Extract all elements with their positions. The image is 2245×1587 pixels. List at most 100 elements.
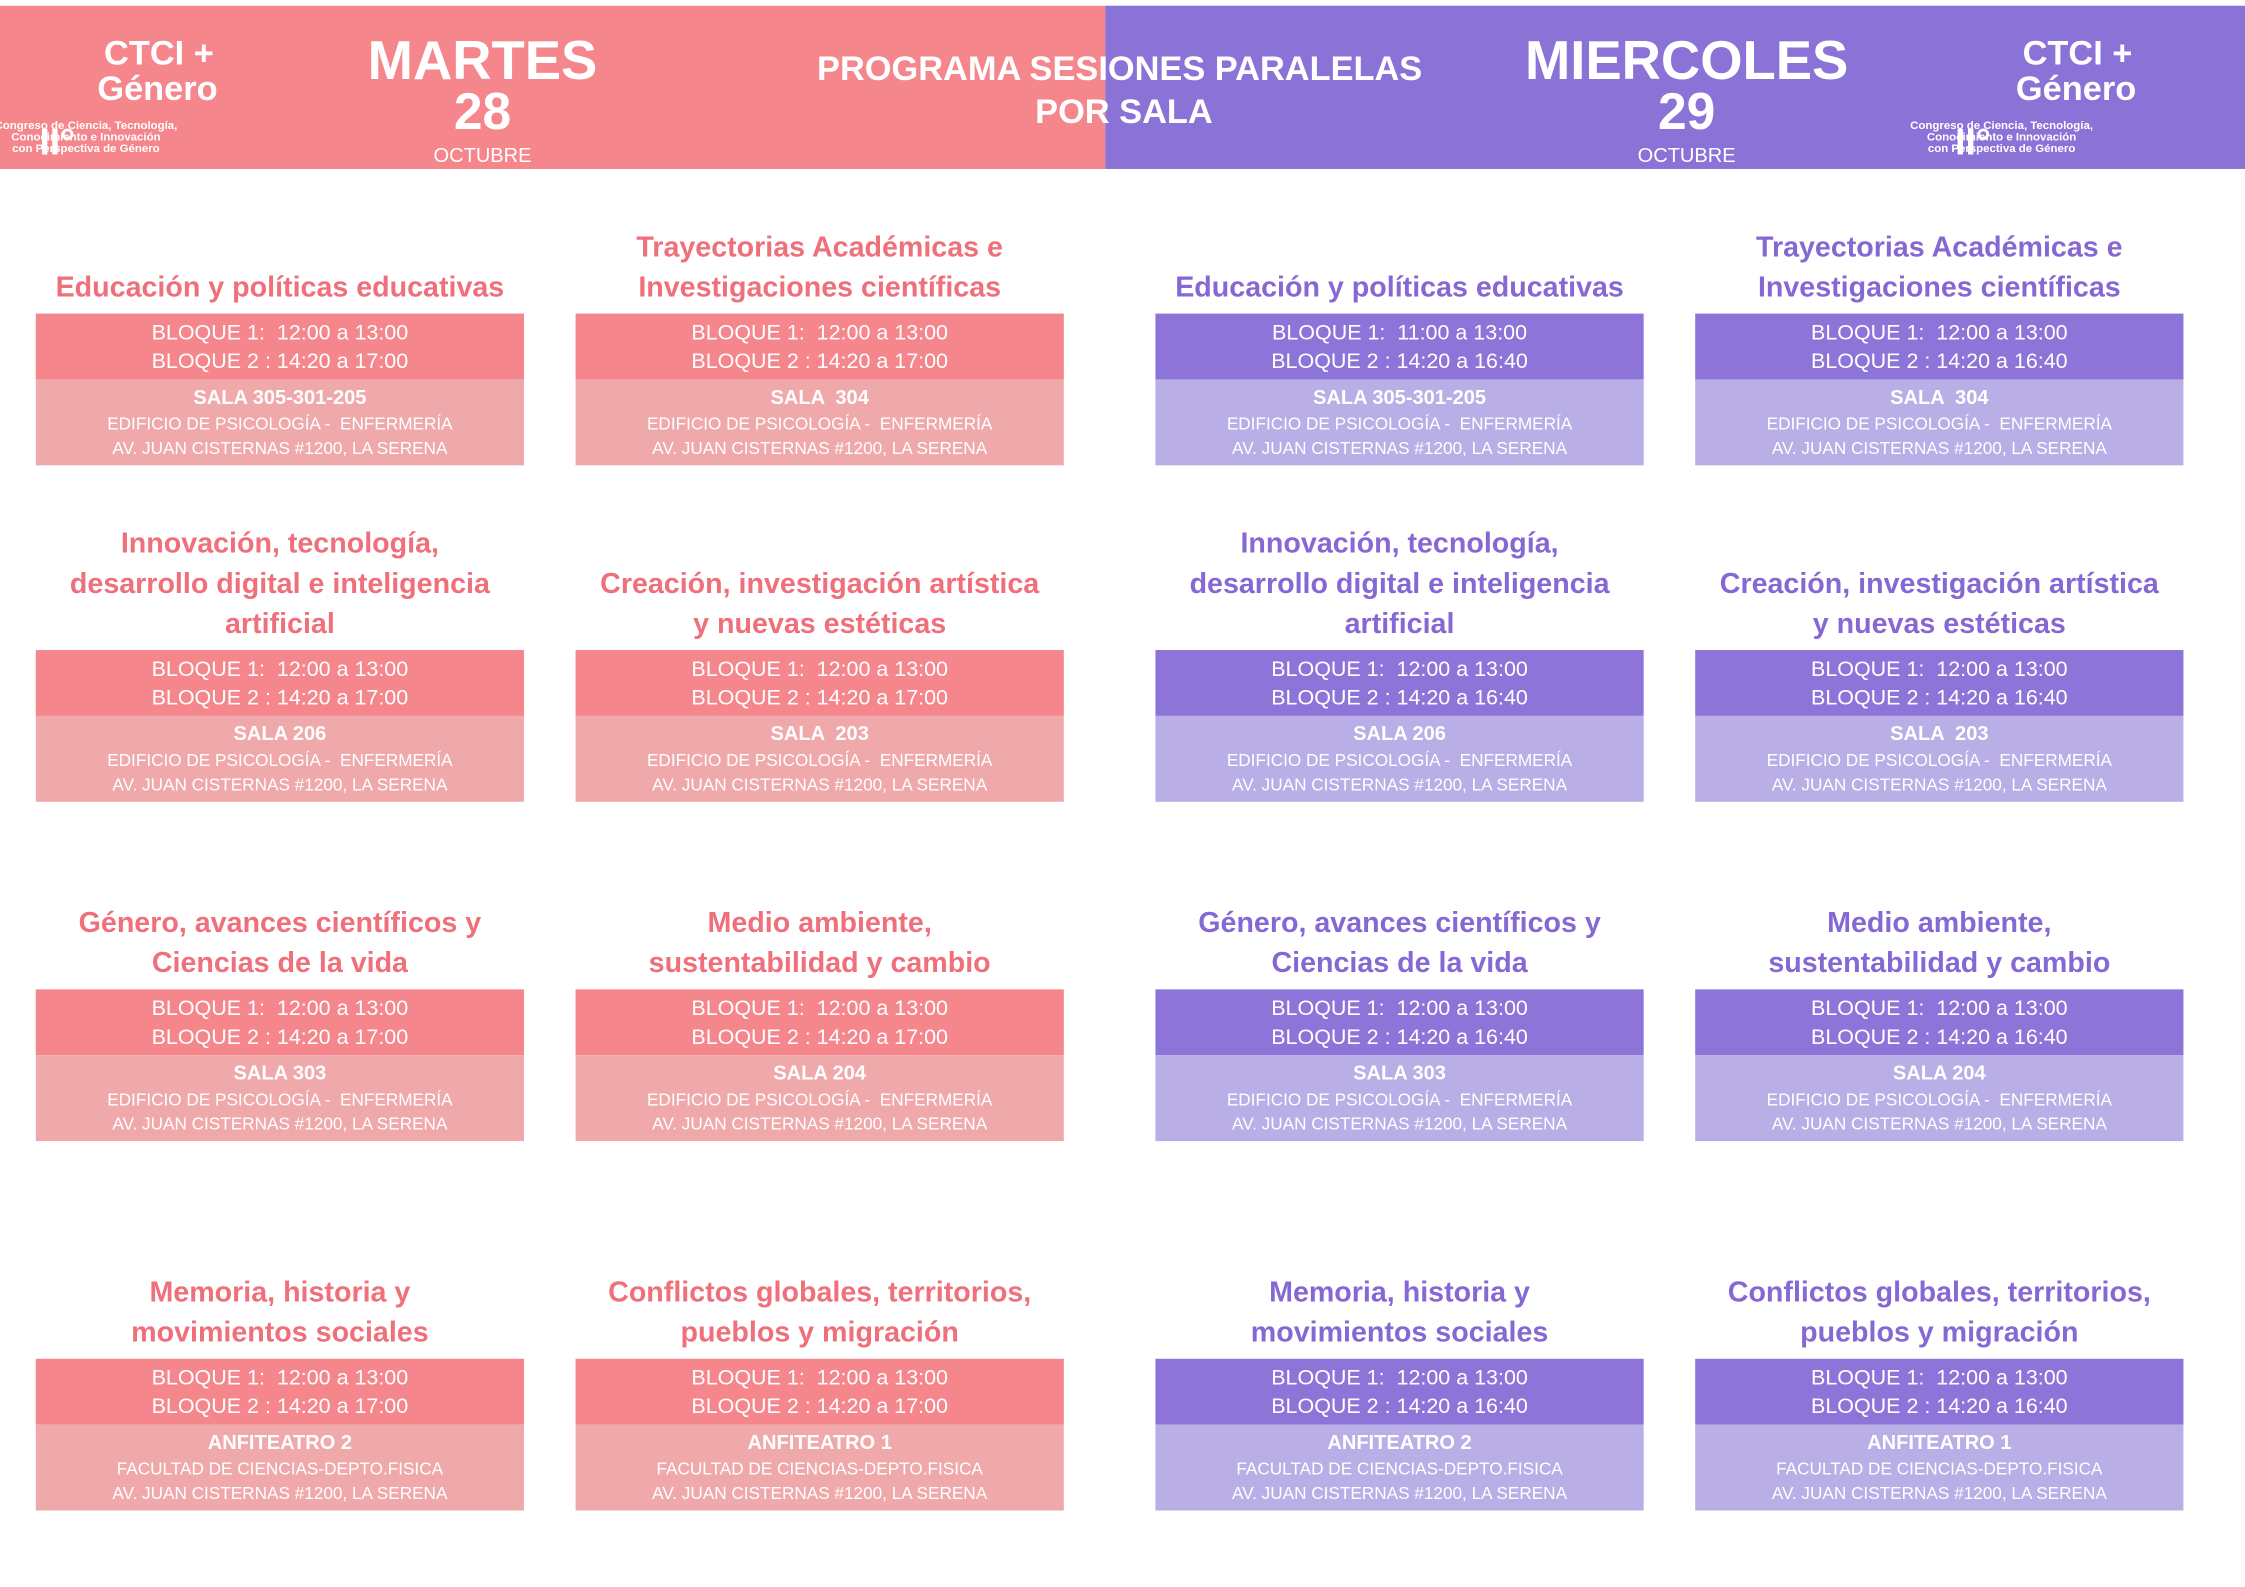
month: OCTUBRE — [1638, 145, 1736, 167]
address: AV. JUAN CISTERNAS #1200, LA SERENA — [1232, 774, 1568, 794]
building: FACULTAD DE CIENCIAS-DEPTO.FISICA — [1776, 1459, 2103, 1479]
session-title: Investigaciones científicas — [1758, 271, 2121, 303]
session-title: Ciencias de la vida — [152, 947, 409, 979]
room-band — [35, 379, 525, 466]
day-number: 28 — [454, 82, 511, 140]
building: EDIFICIO DE PSICOLOGÍA - ENFERMERÍA — [1227, 1089, 1573, 1109]
address: AV. JUAN CISTERNAS #1200, LA SERENA — [652, 774, 988, 794]
session-title: Educación y políticas educativas — [1175, 271, 1624, 303]
block-1: BLOQUE 1: 12:00 a 13:00 — [1271, 657, 1528, 681]
logo-caption: Congreso de Ciencia, Tecnología, — [1910, 120, 2093, 132]
block-2: BLOQUE 2 : 14:20 a 17:00 — [691, 349, 948, 373]
day-number: 29 — [1658, 82, 1715, 140]
session-title: Trayectorias Académicas e — [1756, 231, 2123, 263]
time-band — [1155, 313, 1644, 380]
room-band — [1695, 1055, 2184, 1142]
time-band — [1155, 650, 1644, 716]
block-2: BLOQUE 2 : 14:20 a 16:40 — [1271, 1025, 1528, 1049]
building: FACULTAD DE CIENCIAS-DEPTO.FISICA — [117, 1459, 444, 1479]
block-2: BLOQUE 2 : 14:20 a 17:00 — [152, 349, 409, 373]
building: FACULTAD DE CIENCIAS-DEPTO.FISICA — [657, 1459, 984, 1479]
address: AV. JUAN CISTERNAS #1200, LA SERENA — [652, 1483, 988, 1503]
logo-name: Género — [2016, 70, 2136, 108]
address: AV. JUAN CISTERNAS #1200, LA SERENA — [1772, 438, 2108, 458]
block-2: BLOQUE 2 : 14:20 a 17:00 — [691, 1394, 948, 1418]
room-band — [35, 1424, 525, 1511]
address: AV. JUAN CISTERNAS #1200, LA SERENA — [1232, 438, 1568, 458]
month: OCTUBRE — [434, 145, 532, 167]
room: ANFITEATRO 1 — [1867, 1432, 2011, 1454]
logo-caption: con Perspectiva de Género — [1928, 143, 2075, 155]
block-1: BLOQUE 1: 12:00 a 13:00 — [1271, 1366, 1528, 1390]
room: SALA 204 — [773, 1063, 867, 1085]
weekday: MIERCOLES — [1525, 30, 1848, 91]
session-title: artificial — [1345, 608, 1455, 640]
address: AV. JUAN CISTERNAS #1200, LA SERENA — [652, 438, 988, 458]
block-1: BLOQUE 1: 12:00 a 13:00 — [1811, 1366, 2068, 1390]
session-title: y nuevas estéticas — [693, 608, 946, 640]
room: SALA 305-301-205 — [193, 387, 366, 409]
block-2: BLOQUE 2 : 14:20 a 16:40 — [1271, 685, 1528, 709]
room-band — [575, 379, 1064, 466]
room-band — [1155, 379, 1644, 466]
block-2: BLOQUE 2 : 14:20 a 17:00 — [152, 1025, 409, 1049]
block-1: BLOQUE 1: 12:00 a 13:00 — [691, 320, 948, 344]
block-2: BLOQUE 2 : 14:20 a 16:40 — [1271, 1394, 1528, 1418]
block-2: BLOQUE 2 : 14:20 a 17:00 — [152, 685, 409, 709]
address: AV. JUAN CISTERNAS #1200, LA SERENA — [1232, 1114, 1568, 1134]
address: AV. JUAN CISTERNAS #1200, LA SERENA — [112, 1483, 448, 1503]
room: SALA 304 — [1890, 387, 1989, 409]
program-title: POR SALA — [1035, 93, 1213, 131]
building: EDIFICIO DE PSICOLOGÍA - ENFERMERÍA — [107, 414, 453, 434]
time-band — [1695, 650, 2184, 716]
address: AV. JUAN CISTERNAS #1200, LA SERENA — [112, 1114, 448, 1134]
room-band — [1155, 715, 1644, 802]
session-title: movimientos sociales — [1251, 1317, 1549, 1349]
session-title: desarrollo digital e inteligencia — [1190, 568, 1611, 600]
room: SALA 203 — [1890, 723, 1988, 745]
address: AV. JUAN CISTERNAS #1200, LA SERENA — [652, 1114, 988, 1134]
session-title: Memoria, historia y — [1269, 1276, 1530, 1308]
building: EDIFICIO DE PSICOLOGÍA - ENFERMERÍA — [1227, 750, 1573, 770]
time-band — [35, 989, 525, 1056]
session-title: Memoria, historia y — [149, 1276, 410, 1308]
session-title: movimientos sociales — [131, 1317, 429, 1349]
time-band — [35, 650, 525, 716]
session-title: Género, avances científicos y — [1198, 907, 1601, 939]
block-2: BLOQUE 2 : 14:20 a 16:40 — [1811, 1025, 2068, 1049]
room: SALA 203 — [771, 723, 869, 745]
time-band — [1155, 989, 1644, 1056]
block-1: BLOQUE 1: 12:00 a 13:00 — [152, 996, 409, 1020]
block-2: BLOQUE 2 : 14:20 a 17:00 — [152, 1394, 409, 1418]
session-title: y nuevas estéticas — [1813, 608, 2066, 640]
room-band — [1695, 1424, 2184, 1511]
building: EDIFICIO DE PSICOLOGÍA - ENFERMERÍA — [1227, 414, 1573, 434]
session-title: Innovación, tecnología, — [1240, 528, 1558, 560]
block-1: BLOQUE 1: 12:00 a 13:00 — [152, 320, 409, 344]
time-band — [575, 313, 1064, 380]
time-band — [35, 313, 525, 380]
room-band — [575, 1055, 1064, 1142]
address: AV. JUAN CISTERNAS #1200, LA SERENA — [112, 774, 448, 794]
session-title: Conflictos globales, territorios, — [1728, 1276, 2151, 1308]
block-1: BLOQUE 1: 12:00 a 13:00 — [1271, 996, 1528, 1020]
room-band — [1695, 715, 2184, 802]
session-title: Creación, investigación artística — [600, 568, 1040, 600]
building: EDIFICIO DE PSICOLOGÍA - ENFERMERÍA — [647, 414, 993, 434]
block-2: BLOQUE 2 : 14:20 a 16:40 — [1271, 349, 1528, 373]
session-title: Medio ambiente, — [1827, 907, 2051, 939]
logo-caption: Conocimiento e Innovación — [11, 131, 160, 143]
block-1: BLOQUE 1: 12:00 a 13:00 — [1811, 320, 2068, 344]
block-2: BLOQUE 2 : 14:20 a 17:00 — [691, 685, 948, 709]
room-band — [1155, 1424, 1644, 1511]
session-title: Trayectorias Académicas e — [636, 231, 1003, 263]
building: EDIFICIO DE PSICOLOGÍA - ENFERMERÍA — [1767, 414, 2113, 434]
block-2: BLOQUE 2 : 14:20 a 16:40 — [1811, 685, 2068, 709]
room: SALA 303 — [1353, 1063, 1446, 1085]
session-title: Investigaciones científicas — [638, 271, 1001, 303]
session-title: desarrollo digital e inteligencia — [70, 568, 491, 600]
room: ANFITEATRO 2 — [1327, 1432, 1471, 1454]
logo-caption: Congreso de Ciencia, Tecnología, — [0, 120, 177, 132]
weekday: MARTES — [368, 30, 598, 91]
